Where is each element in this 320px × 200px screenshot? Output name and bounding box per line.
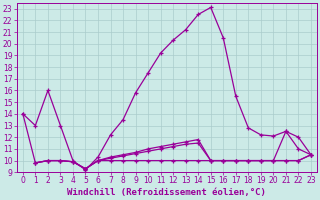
X-axis label: Windchill (Refroidissement éolien,°C): Windchill (Refroidissement éolien,°C) bbox=[68, 188, 266, 197]
